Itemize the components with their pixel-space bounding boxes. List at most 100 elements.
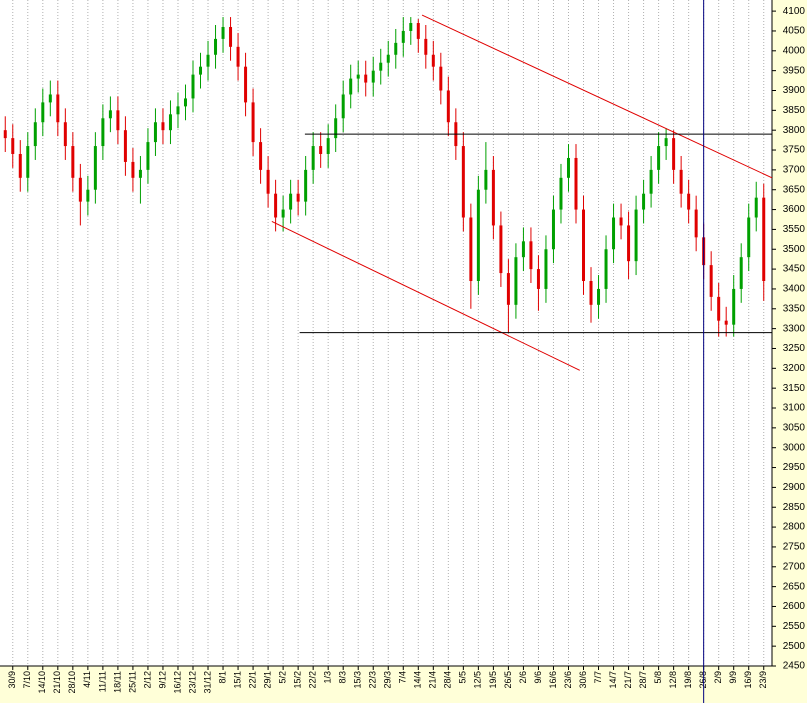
candle-body bbox=[754, 197, 758, 218]
x-tick-label: 14/10 bbox=[37, 671, 47, 694]
x-tick-label: 15/2 bbox=[293, 671, 303, 689]
y-tick-label: 3150 bbox=[783, 383, 806, 394]
candle-body bbox=[574, 157, 578, 210]
y-tick-label: 3100 bbox=[783, 403, 806, 414]
y-tick-label: 2750 bbox=[783, 542, 806, 553]
candle-body bbox=[3, 130, 7, 139]
candle-body bbox=[627, 225, 631, 262]
candle-body bbox=[191, 74, 195, 99]
candle-body bbox=[724, 320, 728, 325]
candle-body bbox=[566, 157, 570, 178]
x-tick-label: 7/4 bbox=[398, 671, 408, 684]
x-tick-label: 28/7 bbox=[638, 671, 648, 689]
candle-body bbox=[108, 110, 112, 119]
candle-body bbox=[296, 193, 300, 202]
candle-body bbox=[371, 70, 375, 83]
x-tick-label: 22/1 bbox=[247, 671, 257, 689]
y-tick-label: 3650 bbox=[783, 184, 806, 195]
x-tick-label: 28/4 bbox=[443, 671, 453, 689]
x-tick-label: 2/9 bbox=[713, 671, 723, 684]
x-tick-label: 9/6 bbox=[533, 671, 543, 684]
candle-body bbox=[582, 209, 586, 282]
x-tick-label: 8/3 bbox=[338, 671, 348, 684]
x-tick-label: 5/8 bbox=[653, 671, 663, 684]
x-tick-label: 15/1 bbox=[232, 671, 242, 689]
candle-body bbox=[672, 138, 676, 170]
y-tick-label: 4000 bbox=[783, 45, 806, 56]
candle-body bbox=[589, 281, 593, 305]
y-tick-label: 3000 bbox=[783, 442, 806, 453]
candle-body bbox=[56, 94, 60, 123]
candle-body bbox=[416, 23, 420, 39]
x-tick-label: 31/12 bbox=[202, 671, 212, 694]
candle-body bbox=[476, 189, 480, 282]
candle-body bbox=[63, 122, 67, 147]
candle-body bbox=[266, 169, 270, 194]
x-tick-label: 7/10 bbox=[22, 671, 32, 689]
y-tick-label: 2900 bbox=[783, 482, 806, 493]
x-tick-label: 21/10 bbox=[52, 671, 62, 694]
x-tick-label: 1/3 bbox=[323, 671, 333, 684]
x-tick-label: 9/9 bbox=[728, 671, 738, 684]
y-tick-label: 4050 bbox=[783, 26, 806, 37]
y-tick-label: 2950 bbox=[783, 462, 806, 473]
candle-body bbox=[274, 193, 278, 218]
candle-body bbox=[93, 146, 97, 190]
candle-body bbox=[597, 288, 601, 305]
candle-body bbox=[48, 94, 52, 103]
x-tick-label: 2/6 bbox=[518, 671, 528, 684]
candle-body bbox=[394, 42, 398, 55]
candle-body bbox=[484, 169, 488, 190]
y-tick-label: 3800 bbox=[783, 125, 806, 136]
candle-body bbox=[364, 74, 368, 83]
candle-body bbox=[78, 177, 82, 202]
x-tick-label: 22/2 bbox=[308, 671, 318, 689]
candle-body bbox=[199, 66, 203, 75]
x-tick-label: 30/6 bbox=[578, 671, 588, 689]
y-tick-label: 3550 bbox=[783, 224, 806, 235]
x-tick-label: 14/7 bbox=[608, 671, 618, 689]
x-tick-label: 23/6 bbox=[563, 671, 573, 689]
x-tick-label: 12/8 bbox=[668, 671, 678, 689]
candle-body bbox=[521, 241, 525, 258]
candle-body bbox=[604, 249, 608, 289]
candle-body bbox=[26, 146, 30, 178]
candle-body bbox=[33, 122, 37, 147]
y-tick-label: 2650 bbox=[783, 581, 806, 592]
candle-body bbox=[649, 169, 653, 194]
candle-body bbox=[214, 38, 218, 55]
candle-body bbox=[409, 23, 413, 31]
candle-body bbox=[41, 102, 45, 123]
candle-body bbox=[431, 54, 435, 67]
candle-body bbox=[551, 209, 555, 250]
x-tick-label: 4/11 bbox=[82, 671, 92, 688]
y-tick-label: 3700 bbox=[783, 165, 806, 176]
candle-body bbox=[349, 78, 353, 95]
candle-body bbox=[424, 38, 428, 55]
x-tick-label: 26/8 bbox=[698, 671, 708, 689]
x-tick-label: 7/7 bbox=[593, 671, 603, 684]
candle-body bbox=[161, 122, 165, 131]
x-tick-label: 19/5 bbox=[488, 671, 498, 689]
candle-body bbox=[499, 225, 503, 274]
candle-body bbox=[679, 169, 683, 194]
y-tick-label: 3300 bbox=[783, 323, 806, 334]
x-tick-label: 23/12 bbox=[187, 671, 197, 694]
x-tick-label: 19/8 bbox=[683, 671, 693, 689]
candle-body bbox=[461, 146, 465, 218]
y-tick-label: 3450 bbox=[783, 264, 806, 275]
candle-body bbox=[289, 193, 293, 210]
candle-body bbox=[131, 161, 135, 178]
candle-body bbox=[762, 197, 766, 282]
x-tick-label: 5/2 bbox=[277, 671, 287, 684]
candle-body bbox=[281, 209, 285, 218]
candle-body bbox=[386, 54, 390, 63]
candle-body bbox=[446, 90, 450, 123]
y-tick-label: 3400 bbox=[783, 284, 806, 295]
x-tick-label: 16/6 bbox=[548, 671, 558, 689]
x-tick-label: 21/4 bbox=[428, 671, 438, 689]
candle-body bbox=[536, 269, 540, 289]
candle-body bbox=[326, 138, 330, 154]
y-tick-label: 2450 bbox=[783, 661, 806, 672]
candle-body bbox=[717, 296, 721, 321]
